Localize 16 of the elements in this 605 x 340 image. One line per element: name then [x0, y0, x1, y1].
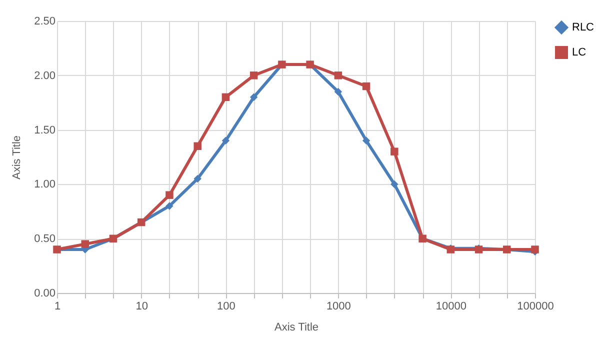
x-tick-label: 10000: [436, 300, 466, 312]
legend-label: RLC: [572, 22, 594, 34]
x-tick-label: 1: [54, 300, 61, 312]
y-tick-label: 2.50: [34, 16, 56, 28]
legend-label: LC: [572, 46, 586, 58]
y-tick-label: 1.00: [34, 178, 56, 191]
y-axis-title: Axis Title: [11, 135, 24, 180]
x-tick-label: 100000: [517, 300, 554, 312]
y-tick-label: 0.50: [34, 233, 56, 246]
y-tick-label: 1.50: [34, 124, 56, 136]
x-axis-title: Axis Title: [274, 322, 319, 334]
x-tick-label: 1000: [326, 300, 351, 312]
y-tick-label: 2.00: [34, 70, 56, 82]
x-tick-label: 100: [217, 300, 236, 312]
x-tick-label: 10: [136, 300, 148, 312]
y-tick-label: 0.00: [34, 288, 56, 300]
